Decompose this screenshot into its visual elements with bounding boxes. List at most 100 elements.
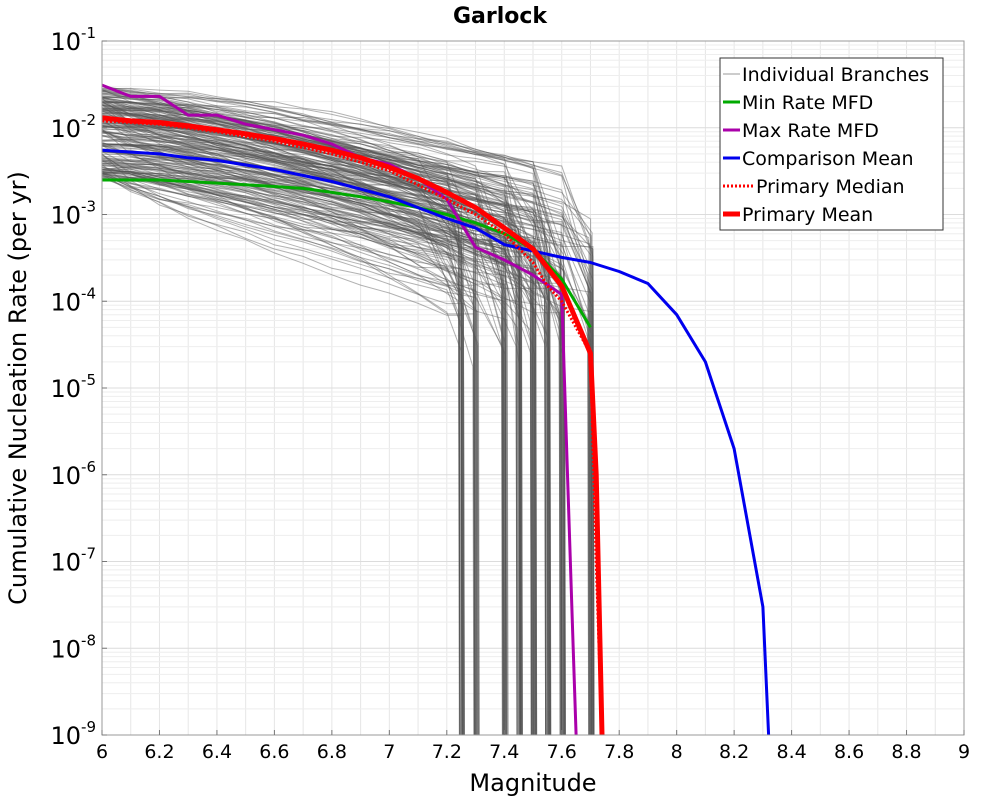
branch-line bbox=[102, 170, 521, 735]
branch-line bbox=[102, 166, 563, 735]
branch-line bbox=[102, 121, 550, 735]
x-tick-label: 8.2 bbox=[719, 741, 749, 763]
x-tick-label: 8.6 bbox=[834, 741, 864, 763]
branch-line bbox=[102, 119, 503, 735]
branch-line bbox=[102, 145, 566, 735]
branch-line bbox=[102, 109, 547, 735]
branch-line bbox=[102, 117, 523, 735]
branch-line bbox=[102, 143, 477, 735]
branch-line bbox=[102, 128, 504, 735]
series-line-min-rate-mfd bbox=[102, 178, 592, 329]
y-tick-label: 10-7 bbox=[50, 545, 96, 577]
branch-line bbox=[102, 144, 520, 735]
branch-line bbox=[102, 166, 534, 735]
branch-line bbox=[102, 170, 476, 735]
x-tick-label: 7.6 bbox=[547, 741, 577, 763]
series-lines bbox=[102, 83, 771, 735]
branch-line bbox=[102, 92, 538, 735]
branch-line bbox=[102, 117, 593, 735]
branch-line bbox=[102, 141, 591, 735]
branch-line bbox=[102, 143, 564, 735]
branch-line bbox=[102, 172, 475, 735]
branch-line bbox=[102, 119, 522, 735]
branch-line bbox=[102, 159, 590, 735]
series-line-primary-median bbox=[102, 119, 604, 735]
branch-line bbox=[102, 175, 465, 735]
branch-line bbox=[102, 158, 522, 735]
branch-line bbox=[102, 153, 521, 735]
x-axis-ticks: 6 6.2 6.4 6.6 6.8 7 7.2 7.4 7.6 7.8 8 8.2 8.4 8.6 8.8 9 bbox=[96, 730, 970, 763]
branch-line bbox=[102, 161, 521, 735]
branch-line bbox=[102, 117, 549, 735]
branch-line bbox=[102, 151, 590, 735]
x-tick-label: 8 bbox=[671, 741, 683, 763]
branch-line bbox=[102, 109, 532, 735]
branch-line bbox=[102, 178, 551, 735]
x-tick-label: 8.8 bbox=[891, 741, 921, 763]
x-tick-label: 6.4 bbox=[202, 741, 232, 763]
x-tick-label: 6.2 bbox=[144, 741, 174, 763]
x-axis-label: Magnitude bbox=[469, 769, 596, 797]
branch-line bbox=[102, 125, 591, 735]
branch-line bbox=[102, 96, 538, 735]
branch-line bbox=[102, 105, 505, 735]
branch-line bbox=[102, 149, 537, 735]
branch-line bbox=[102, 171, 518, 735]
y-tick-label: 10-3 bbox=[50, 198, 96, 230]
y-tick-label: 10-1 bbox=[50, 24, 96, 56]
branch-line bbox=[102, 158, 590, 735]
branch-line bbox=[102, 173, 533, 735]
y-axis-ticks: 10-9 10-8 10-7 10-6 10-5 10-4 10-3 10-2 10-1 bbox=[50, 24, 107, 750]
x-tick-label: 7.2 bbox=[432, 741, 462, 763]
y-tick-label: 10-5 bbox=[50, 371, 96, 403]
branch-line bbox=[102, 168, 548, 735]
branch-line bbox=[102, 95, 561, 735]
branch-line bbox=[102, 158, 507, 735]
branch-line bbox=[102, 163, 475, 735]
branch-line bbox=[102, 93, 463, 735]
branch-line bbox=[102, 129, 521, 735]
branch-line bbox=[102, 157, 595, 735]
branch-line bbox=[102, 90, 534, 735]
branch-line bbox=[102, 143, 547, 735]
branch-line bbox=[102, 108, 537, 735]
branch-line bbox=[102, 115, 521, 735]
branch-line bbox=[102, 101, 461, 735]
branch-line bbox=[102, 130, 503, 735]
y-axis-label: Cumulative Nucleation Rate (per yr) bbox=[4, 171, 32, 605]
branch-line bbox=[102, 127, 594, 735]
branch-line bbox=[102, 104, 507, 735]
branch-line bbox=[102, 138, 566, 735]
branch-line bbox=[102, 160, 562, 735]
legend: Individual Branches Min Rate MFD Max Rate … bbox=[719, 57, 944, 231]
series-line-comparison-mean bbox=[102, 148, 771, 735]
branch-line bbox=[102, 143, 561, 735]
branch-line bbox=[102, 113, 504, 735]
branch-line bbox=[102, 172, 593, 735]
branch-line bbox=[102, 162, 538, 735]
branch-line bbox=[102, 97, 551, 735]
branch-line bbox=[102, 155, 461, 735]
branch-line bbox=[102, 85, 593, 735]
branch-line bbox=[102, 174, 523, 735]
x-tick-label: 9 bbox=[958, 741, 970, 763]
branch-line bbox=[102, 169, 522, 735]
branch-line bbox=[102, 96, 565, 735]
x-tick-label: 8.4 bbox=[776, 741, 806, 763]
branch-line bbox=[102, 116, 504, 735]
x-tick-label: 6.6 bbox=[259, 741, 289, 763]
branch-line bbox=[102, 129, 461, 735]
branch-line bbox=[102, 125, 462, 735]
branch-line bbox=[102, 111, 537, 735]
legend-box bbox=[719, 57, 944, 231]
branch-line bbox=[102, 144, 591, 735]
y-tick-label: 10-4 bbox=[50, 284, 96, 316]
branch-line bbox=[102, 109, 593, 735]
legend-label-min-rate-mfd: Min Rate MFD bbox=[742, 92, 873, 114]
legend-label-max-rate-mfd: Max Rate MFD bbox=[742, 120, 879, 142]
branch-line bbox=[102, 136, 549, 735]
branch-line bbox=[102, 87, 507, 735]
legend-label-individual-branches: Individual Branches bbox=[742, 64, 929, 86]
branch-line bbox=[102, 173, 549, 735]
